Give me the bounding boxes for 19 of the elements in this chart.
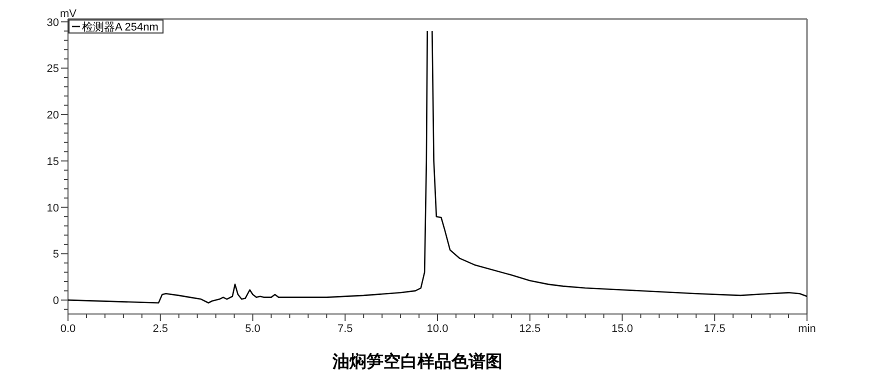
y-tick-label: 0	[52, 295, 59, 308]
x-tick-label: 10.0	[426, 323, 448, 335]
x-tick-label: 0.0	[60, 323, 76, 335]
y-tick-label: 15	[46, 156, 59, 168]
x-tick-label: 15.0	[612, 323, 633, 335]
x-tick-label: 12.5	[519, 323, 541, 335]
legend-label: 检测器A 254nm	[82, 22, 158, 34]
x-tick-label: 17.5	[704, 323, 726, 335]
y-tick-label: 30	[46, 16, 59, 29]
y-axis-title: mV	[60, 8, 78, 20]
x-tick-label: 5.0	[245, 323, 260, 335]
y-tick-label: 25	[46, 63, 59, 76]
y-tick-label: 20	[46, 110, 59, 122]
x-tick-label: min	[798, 323, 816, 335]
text: 油焖笋空白样品色谱图	[332, 352, 502, 371]
x-tick-label: 2.5	[152, 323, 168, 335]
y-tick-label: 10	[46, 202, 59, 214]
x-tick-label: 7.5	[337, 323, 353, 335]
y-tick-label: 5	[52, 248, 59, 261]
